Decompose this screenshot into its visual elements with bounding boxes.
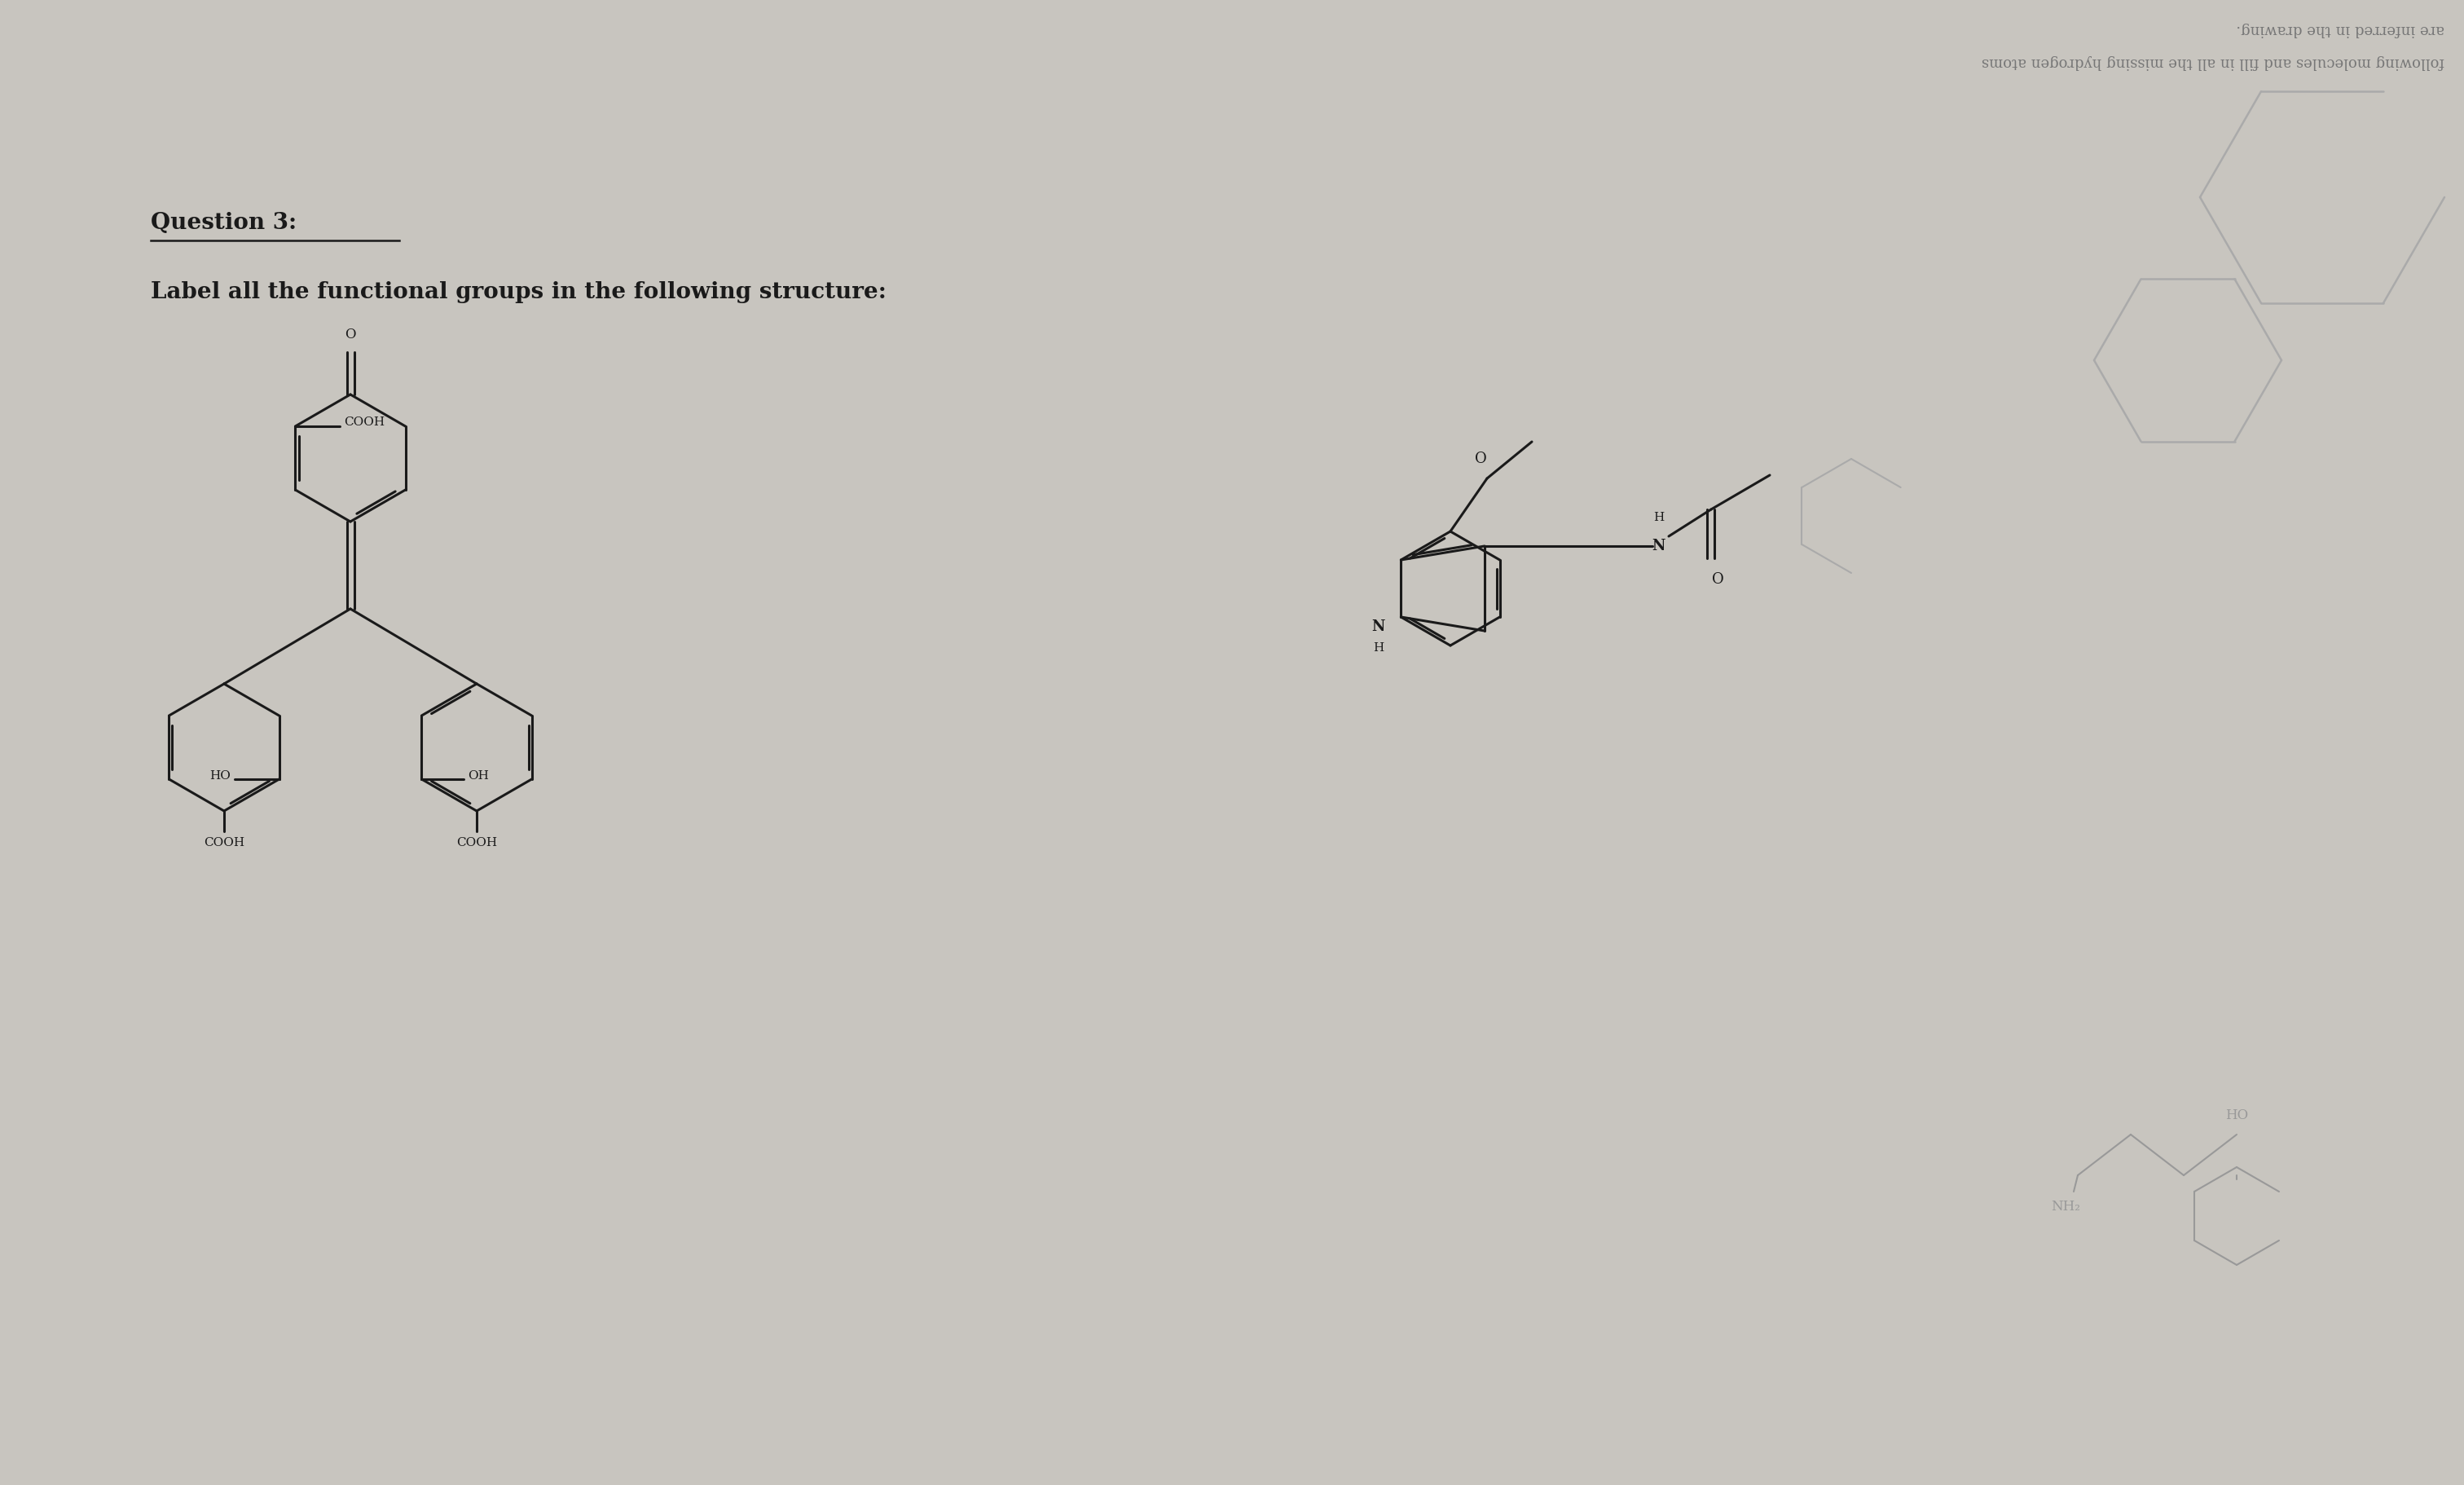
- Text: OH: OH: [468, 771, 490, 781]
- Text: H: H: [1653, 512, 1663, 523]
- Text: O: O: [1473, 451, 1486, 466]
- Text: COOH: COOH: [205, 838, 244, 848]
- Text: COOH: COOH: [456, 838, 498, 848]
- Text: N: N: [1372, 619, 1385, 634]
- Text: HO: HO: [209, 771, 229, 781]
- Text: NH₂: NH₂: [2050, 1200, 2080, 1213]
- Text: H: H: [1372, 642, 1385, 653]
- Text: Label all the functional groups in the following structure:: Label all the functional groups in the f…: [150, 281, 887, 303]
- Text: N: N: [1653, 539, 1666, 554]
- Text: HO: HO: [2225, 1108, 2247, 1123]
- Text: O: O: [345, 328, 355, 342]
- Text: are inferred in the drawing.: are inferred in the drawing.: [2235, 22, 2444, 37]
- Text: COOH: COOH: [345, 416, 384, 428]
- Text: O: O: [1712, 572, 1725, 587]
- Text: Question 3:: Question 3:: [150, 212, 296, 235]
- Text: following molecules and fill in all the missing hydrogen atoms: following molecules and fill in all the …: [1981, 55, 2444, 70]
